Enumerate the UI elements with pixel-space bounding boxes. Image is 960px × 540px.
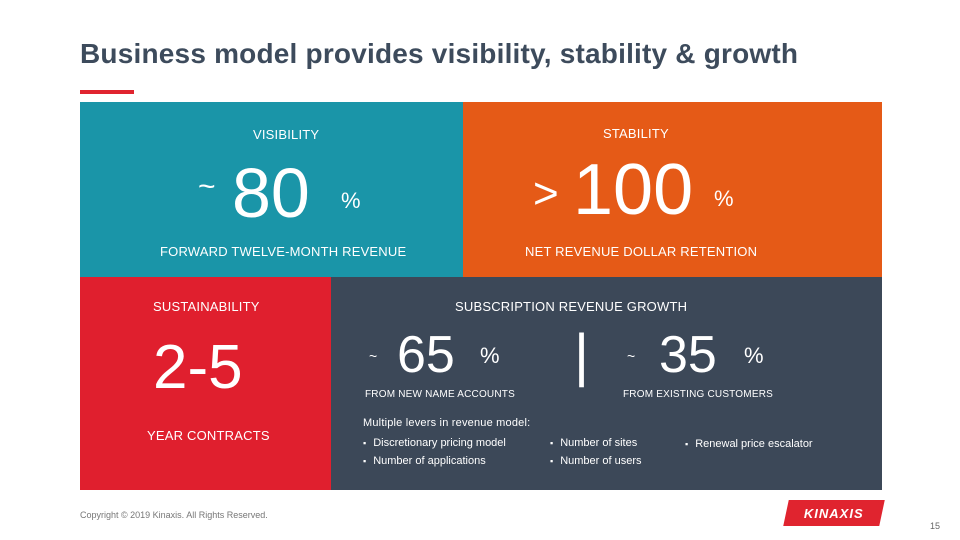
page-title: Business model provides visibility, stab… — [80, 38, 799, 69]
growth-separator: | — [574, 323, 590, 388]
sustainability-caption: YEAR CONTRACTS — [147, 428, 270, 443]
visibility-caption: FORWARD TWELVE-MONTH REVENUE — [160, 244, 407, 259]
subscription-tile: SUBSCRIPTION REVENUE GROWTH ~ 65 % FROM … — [331, 277, 882, 490]
new-prefix: ~ — [369, 348, 378, 364]
visibility-unit: % — [341, 188, 361, 213]
new-value: 65 — [397, 326, 455, 384]
stability-tile: STABILITY > 100 % NET REVENUE DOLLAR RET… — [463, 102, 882, 277]
lever-item: Number of sites — [550, 437, 642, 449]
levers-heading: Multiple levers in revenue model: — [363, 417, 531, 429]
kinaxis-logo: KINAXIS — [783, 500, 885, 526]
stability-label: STABILITY — [603, 126, 669, 141]
sustainability-value: 2-5 — [153, 333, 243, 402]
title-underline — [80, 90, 134, 94]
stability-unit: % — [714, 186, 734, 211]
page-number: 15 — [930, 521, 941, 531]
stability-prefix: > — [533, 169, 559, 218]
lever-item: Discretionary pricing model — [363, 437, 506, 449]
new-caption: FROM NEW NAME ACCOUNTS — [365, 389, 515, 400]
stability-value: 100 — [573, 150, 694, 230]
levers-list-1: Discretionary pricing model Number of ap… — [363, 437, 506, 473]
logo-text: KINAXIS — [804, 505, 864, 521]
existing-prefix: ~ — [627, 348, 636, 364]
subscription-label: SUBSCRIPTION REVENUE GROWTH — [455, 299, 688, 314]
levers-list-2: Number of sites Number of users — [550, 437, 642, 473]
stability-caption: NET REVENUE DOLLAR RETENTION — [525, 244, 758, 259]
existing-unit: % — [744, 343, 764, 368]
existing-caption: FROM EXISTING CUSTOMERS — [623, 389, 773, 400]
sustainability-tile: SUSTAINABILITY 2-5 YEAR CONTRACTS — [80, 277, 331, 490]
lever-item: Number of users — [550, 455, 641, 467]
levers-list-3: Renewal price escalator — [685, 438, 812, 456]
lever-item: Renewal price escalator — [685, 438, 812, 450]
existing-value: 35 — [659, 326, 717, 384]
visibility-value: 80 — [232, 154, 310, 232]
new-unit: % — [480, 343, 500, 368]
visibility-tile: VISIBILITY ~ 80 % FORWARD TWELVE-MONTH R… — [80, 102, 463, 277]
lever-item: Number of applications — [363, 455, 506, 467]
sustainability-label: SUSTAINABILITY — [153, 299, 260, 314]
copyright-text: Copyright © 2019 Kinaxis. All Rights Res… — [80, 510, 268, 520]
visibility-label: VISIBILITY — [253, 127, 320, 142]
visibility-prefix: ~ — [198, 170, 216, 203]
